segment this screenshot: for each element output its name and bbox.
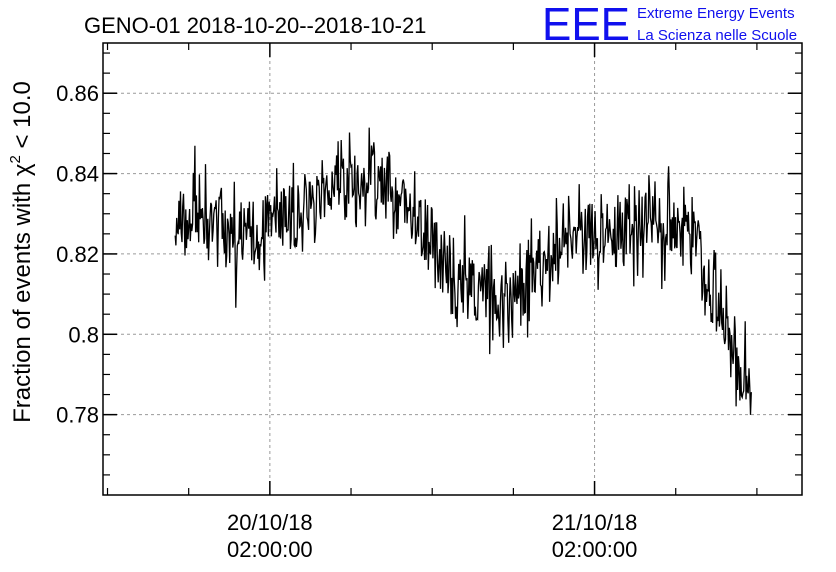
y-tick-label: 0.84 xyxy=(56,162,99,187)
ticks: 0.780.80.820.840.8620/10/1802:00:0021/10… xyxy=(56,43,802,562)
y-axis-label-sup: 2 xyxy=(7,155,24,163)
y-axis-label-main: Fraction of events with χ xyxy=(9,163,36,423)
series-line xyxy=(174,127,752,415)
y-axis-label-rest: < 10.0 xyxy=(9,81,36,155)
logo-line1: Extreme Energy Events xyxy=(637,5,795,22)
y-tick-label: 0.86 xyxy=(56,81,99,106)
logo-line2: La Scienza nelle Scuole xyxy=(637,27,797,44)
x-tick-date-label: 20/10/18 xyxy=(227,510,313,535)
plot-frame xyxy=(102,42,803,496)
x-tick-time-label: 02:00:00 xyxy=(227,537,313,562)
logo-mark: EEE xyxy=(542,0,630,50)
x-tick-time-label: 02:00:00 xyxy=(552,537,638,562)
axes xyxy=(102,42,803,496)
y-axis-label: Fraction of events with χ2 < 10.0 xyxy=(7,81,36,423)
grid xyxy=(103,43,802,495)
series-layer xyxy=(174,127,752,415)
x-tick-date-label: 21/10/18 xyxy=(552,510,638,535)
y-tick-label: 0.78 xyxy=(56,403,99,428)
y-tick-label: 0.8 xyxy=(68,322,99,347)
chart-title: GENO-01 2018-10-20--2018-10-21 xyxy=(84,13,426,38)
y-tick-label: 0.82 xyxy=(56,242,99,267)
logo: EEE Extreme Energy Events La Scienza nel… xyxy=(542,0,797,50)
